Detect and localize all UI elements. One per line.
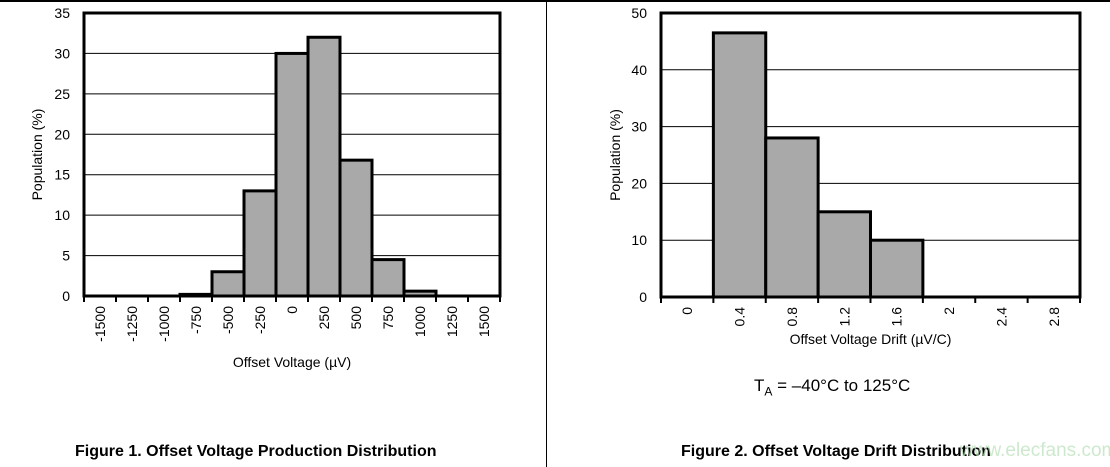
top-rule: [0, 0, 1110, 2]
figure-2-caption: Figure 2. Offset Voltage Drift Distribut…: [681, 443, 991, 460]
x-tick-label: -250: [252, 306, 268, 334]
histogram-bar: [274, 51, 310, 298]
histogram-bar: [764, 136, 820, 299]
plot-frame: [82, 11, 502, 298]
x-tick-label: 0.4: [732, 307, 748, 327]
histogram-bar: [242, 189, 278, 298]
x-axis-label: Offset Voltage (µV): [233, 354, 351, 370]
annotation-text: = –40°C to 125°C: [772, 376, 911, 395]
y-tick-label: 10: [54, 207, 70, 223]
x-axis-label: Offset Voltage Drift (µV/C): [790, 331, 952, 347]
annotation-sub: A: [764, 384, 773, 399]
annotation-t: T: [754, 376, 765, 395]
histogram-bar: [816, 210, 872, 299]
x-tick-label: 0: [284, 306, 300, 314]
watermark: www.elecfans.com: [960, 440, 1110, 461]
y-tick-label: 35: [54, 5, 70, 21]
x-tick-label: -1250: [124, 306, 140, 342]
x-tick-label: 2.8: [1046, 307, 1062, 327]
x-tick-label: 500: [348, 306, 364, 330]
y-tick-label: 25: [54, 86, 70, 102]
y-tick-label: 15: [54, 167, 70, 183]
y-tick-label: 40: [631, 62, 647, 78]
offset-voltage-chart: 0 5 10 15 20 25 30 35 -1500 -1250 -1000 -750 -500 -25…: [29, 5, 502, 370]
x-tick-label: -500: [220, 306, 236, 334]
y-tick-label: 0: [62, 288, 70, 304]
x-tick-label: 1500: [476, 306, 492, 337]
y-tick-label: 20: [631, 175, 647, 191]
figure-divider: [546, 0, 547, 467]
x-tick-label: -1000: [156, 306, 172, 342]
x-tick-label: 1.6: [889, 307, 905, 327]
y-tick-label: 10: [631, 232, 647, 248]
y-tick-label: 0: [639, 289, 647, 305]
x-tick-label: 250: [316, 306, 332, 330]
figure-1-caption: Figure 1. Offset Voltage Production Dist…: [75, 443, 437, 460]
x-tick-label: 1250: [444, 306, 460, 337]
x-tick-label: -1500: [92, 306, 108, 342]
x-tick-label: 1000: [412, 306, 428, 337]
x-tick-label: -750: [188, 306, 204, 334]
histogram-bar: [338, 158, 374, 298]
x-tick-label: 2: [941, 307, 957, 315]
x-tick-label: 1.2: [836, 307, 852, 327]
y-tick-label: 30: [631, 119, 647, 135]
y-tick-label: 30: [54, 45, 70, 61]
y-tick-label: 50: [631, 5, 647, 21]
x-tick-label: 0: [679, 307, 695, 315]
y-axis-label: Population (%): [29, 109, 45, 201]
y-axis-label: Population (%): [607, 109, 623, 201]
x-tick-label: 750: [380, 306, 396, 330]
histogram-bar: [711, 31, 768, 299]
x-tick-label: 2.4: [993, 307, 1009, 327]
histogram-bar: [869, 238, 925, 299]
temperature-annotation: TA = –40°C to 125°C: [754, 376, 910, 398]
x-tick-label: 0.8: [784, 307, 800, 327]
y-tick-label: 20: [54, 126, 70, 142]
y-tick-label: 5: [62, 248, 70, 264]
